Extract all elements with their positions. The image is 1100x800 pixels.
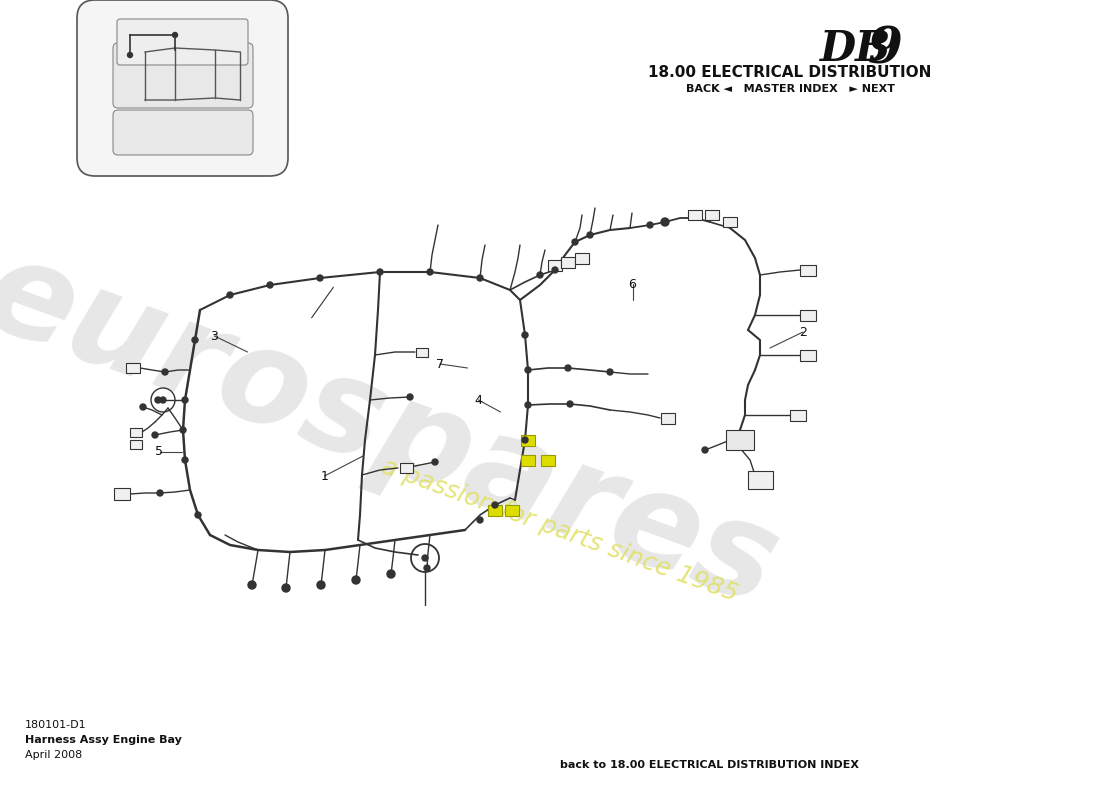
Circle shape — [477, 275, 483, 281]
Text: Harness Assy Engine Bay: Harness Assy Engine Bay — [25, 735, 182, 745]
Circle shape — [317, 581, 324, 589]
FancyBboxPatch shape — [748, 471, 772, 489]
Circle shape — [702, 447, 708, 453]
FancyBboxPatch shape — [505, 505, 519, 515]
FancyBboxPatch shape — [705, 210, 719, 220]
Circle shape — [128, 53, 132, 58]
Circle shape — [537, 272, 543, 278]
Circle shape — [525, 367, 531, 373]
Circle shape — [432, 459, 438, 465]
Circle shape — [227, 292, 233, 298]
Text: 7: 7 — [436, 358, 444, 370]
Text: BACK ◄   MASTER INDEX   ► NEXT: BACK ◄ MASTER INDEX ► NEXT — [685, 84, 894, 94]
Circle shape — [192, 337, 198, 343]
Text: DB: DB — [820, 28, 891, 70]
FancyBboxPatch shape — [114, 488, 130, 500]
Text: 18.00 ELECTRICAL DISTRIBUTION: 18.00 ELECTRICAL DISTRIBUTION — [648, 65, 932, 80]
FancyBboxPatch shape — [688, 210, 702, 220]
FancyBboxPatch shape — [77, 0, 288, 176]
FancyBboxPatch shape — [723, 217, 737, 227]
FancyBboxPatch shape — [399, 463, 412, 473]
Circle shape — [377, 269, 383, 275]
FancyBboxPatch shape — [113, 43, 253, 108]
FancyBboxPatch shape — [729, 432, 751, 448]
FancyBboxPatch shape — [726, 430, 754, 450]
FancyBboxPatch shape — [130, 439, 142, 449]
FancyBboxPatch shape — [488, 505, 502, 515]
Circle shape — [155, 397, 161, 403]
Circle shape — [282, 584, 290, 592]
Text: 180101-D1: 180101-D1 — [25, 720, 87, 730]
Circle shape — [157, 490, 163, 496]
Circle shape — [182, 457, 188, 463]
Circle shape — [160, 397, 166, 403]
Text: April 2008: April 2008 — [25, 750, 82, 760]
Circle shape — [647, 222, 653, 228]
Circle shape — [173, 33, 177, 38]
Circle shape — [387, 570, 395, 578]
Text: 9: 9 — [868, 25, 903, 74]
Circle shape — [477, 517, 483, 523]
Circle shape — [140, 404, 146, 410]
Circle shape — [525, 402, 531, 408]
Circle shape — [180, 427, 186, 433]
FancyBboxPatch shape — [800, 350, 816, 361]
FancyBboxPatch shape — [113, 110, 253, 155]
FancyBboxPatch shape — [800, 265, 816, 275]
FancyBboxPatch shape — [541, 454, 556, 466]
Circle shape — [182, 397, 188, 403]
Circle shape — [492, 502, 498, 508]
Circle shape — [195, 512, 201, 518]
Text: 3: 3 — [210, 330, 219, 342]
Circle shape — [152, 432, 158, 438]
FancyBboxPatch shape — [548, 259, 562, 270]
Circle shape — [352, 576, 360, 584]
Text: 4: 4 — [474, 394, 483, 406]
Circle shape — [522, 332, 528, 338]
Circle shape — [267, 282, 273, 288]
Circle shape — [566, 401, 573, 407]
Circle shape — [422, 555, 428, 561]
Text: 5: 5 — [155, 446, 164, 458]
Circle shape — [565, 365, 571, 371]
FancyBboxPatch shape — [575, 253, 589, 263]
Circle shape — [162, 369, 168, 375]
Text: 1: 1 — [320, 470, 329, 482]
FancyBboxPatch shape — [521, 434, 535, 446]
FancyBboxPatch shape — [117, 19, 248, 65]
FancyBboxPatch shape — [521, 454, 535, 466]
Text: 2: 2 — [799, 326, 807, 338]
Circle shape — [427, 269, 433, 275]
FancyBboxPatch shape — [416, 347, 428, 357]
Circle shape — [424, 565, 430, 571]
Circle shape — [552, 267, 558, 273]
Text: 6: 6 — [628, 278, 637, 290]
FancyBboxPatch shape — [130, 427, 142, 437]
Circle shape — [522, 437, 528, 443]
FancyBboxPatch shape — [790, 410, 806, 421]
Circle shape — [587, 232, 593, 238]
FancyBboxPatch shape — [800, 310, 816, 321]
Circle shape — [317, 275, 323, 281]
Circle shape — [572, 239, 578, 245]
FancyBboxPatch shape — [126, 363, 140, 373]
Text: a passion for parts since 1985: a passion for parts since 1985 — [378, 454, 741, 606]
Circle shape — [407, 394, 412, 400]
FancyBboxPatch shape — [661, 413, 675, 423]
Circle shape — [248, 581, 256, 589]
Circle shape — [607, 369, 613, 375]
FancyBboxPatch shape — [561, 257, 575, 267]
Text: back to 18.00 ELECTRICAL DISTRIBUTION INDEX: back to 18.00 ELECTRICAL DISTRIBUTION IN… — [560, 760, 859, 770]
Circle shape — [661, 218, 669, 226]
Text: eurospares: eurospares — [0, 227, 794, 633]
